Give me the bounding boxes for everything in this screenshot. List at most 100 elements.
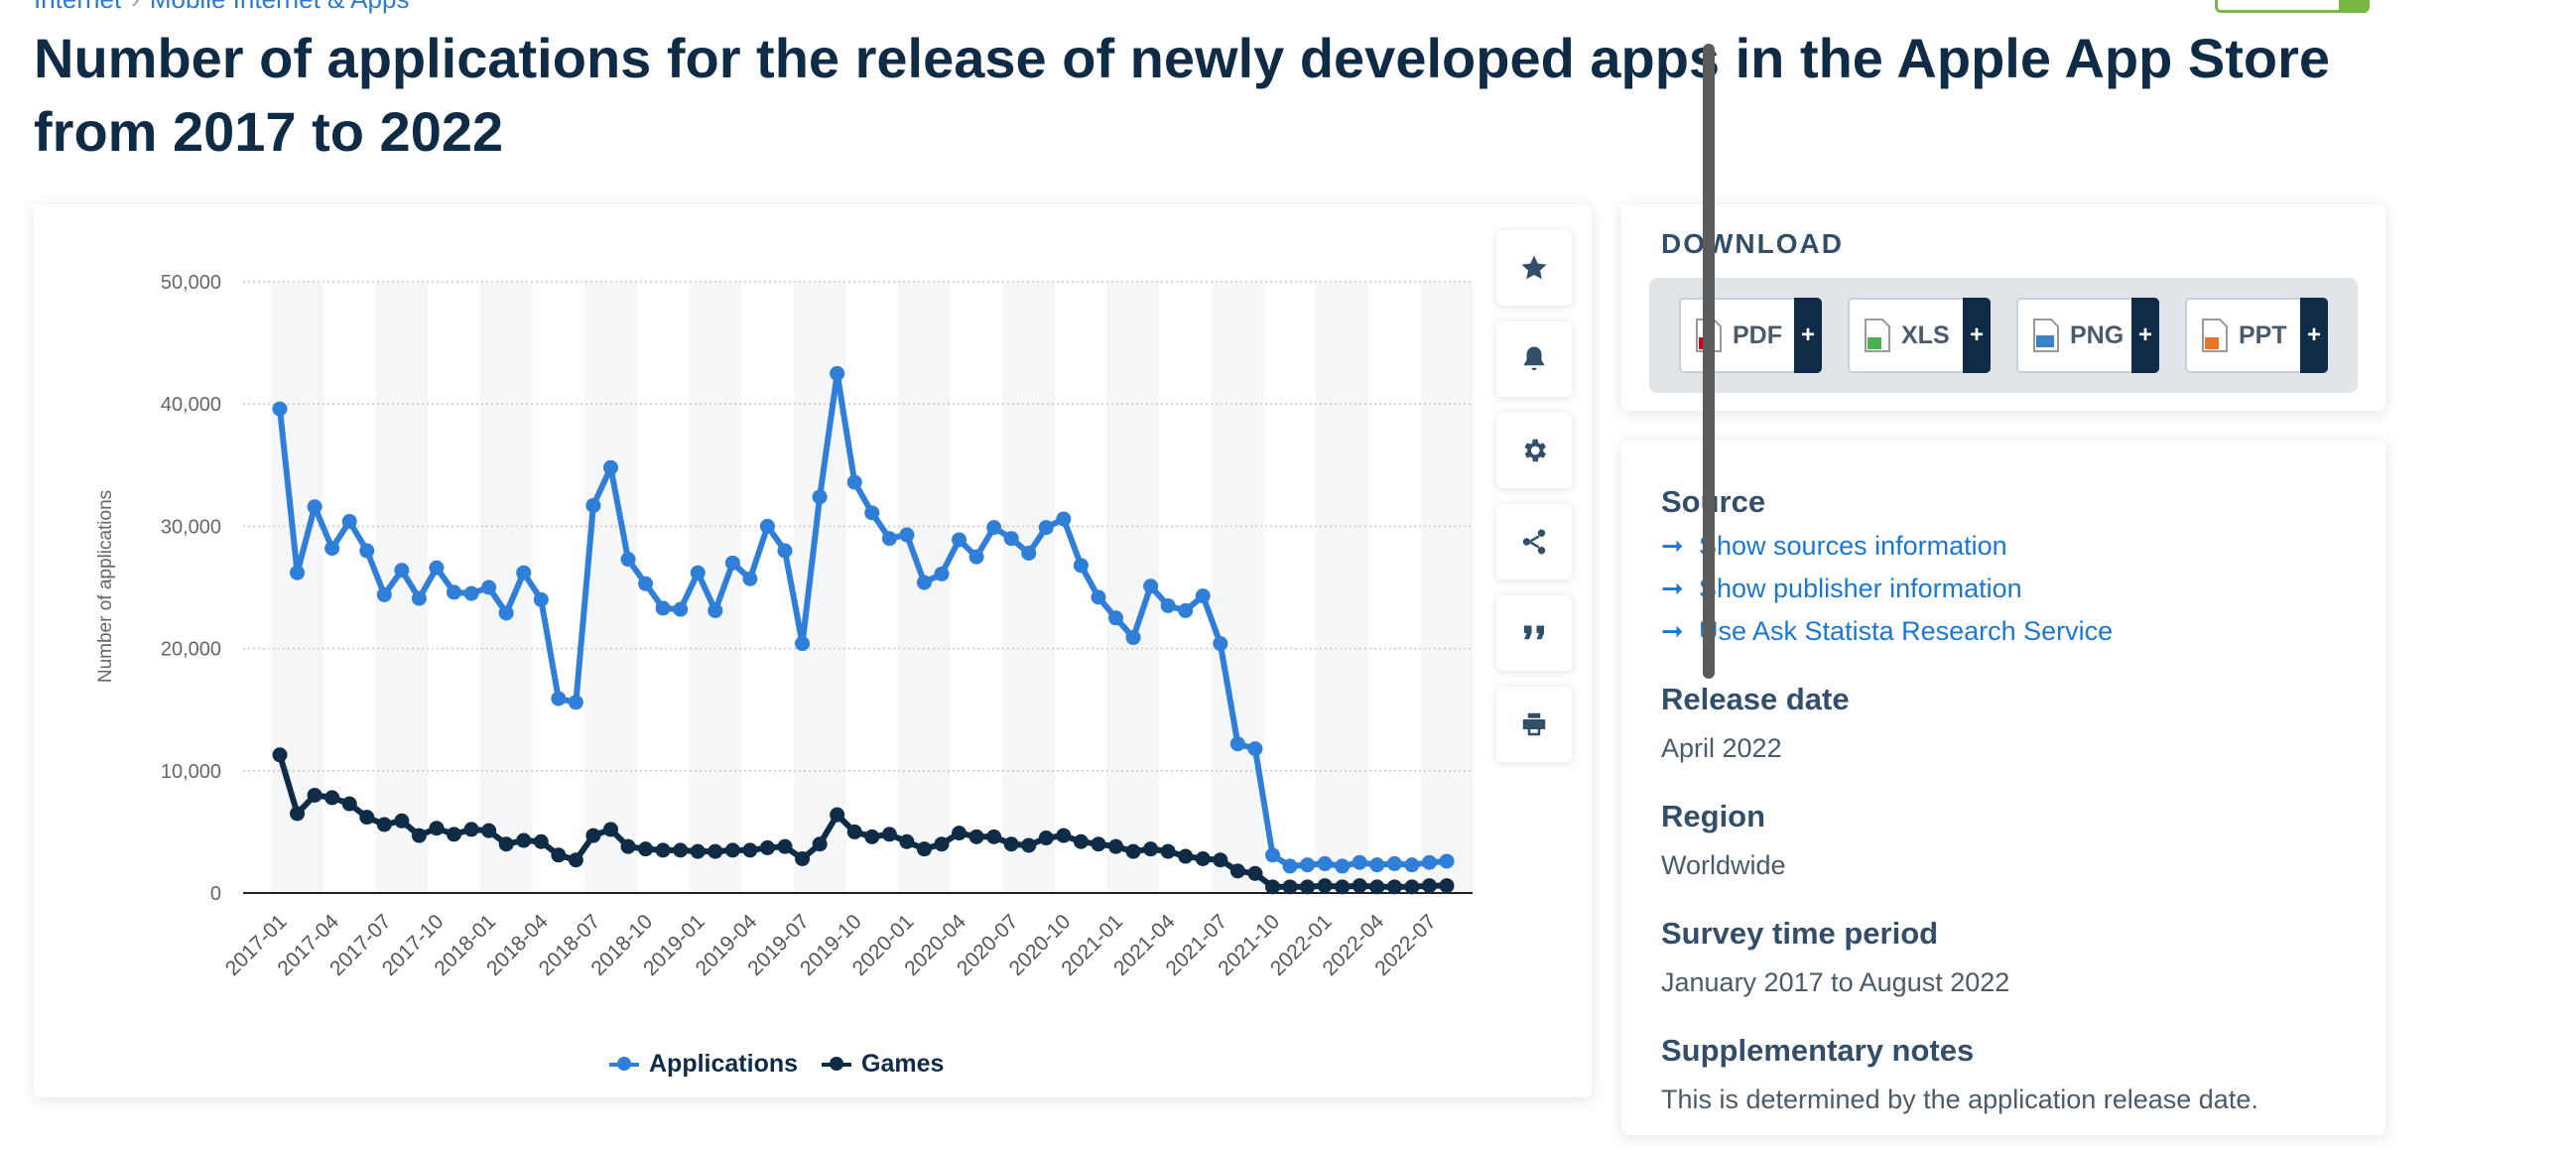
data-point-applications[interactable] <box>690 565 706 580</box>
data-point-applications[interactable] <box>411 590 427 606</box>
data-point-games[interactable] <box>986 829 1002 844</box>
data-point-games[interactable] <box>1056 828 1072 843</box>
data-point-applications[interactable] <box>1056 511 1072 527</box>
data-point-games[interactable] <box>359 810 375 826</box>
data-point-applications[interactable] <box>307 499 322 515</box>
data-point-applications[interactable] <box>1091 589 1106 605</box>
data-point-applications[interactable] <box>341 513 357 529</box>
data-point-games[interactable] <box>376 817 392 832</box>
show-publisher-link[interactable]: ➞ Show publisher information <box>1661 573 2316 605</box>
data-point-games[interactable] <box>742 842 758 858</box>
data-point-applications[interactable] <box>533 591 549 607</box>
data-point-games[interactable] <box>411 828 427 843</box>
data-point-games[interactable] <box>916 841 932 857</box>
favorite-button[interactable] <box>1496 230 1572 306</box>
data-point-games[interactable] <box>1213 852 1228 868</box>
data-point-applications[interactable] <box>830 365 845 381</box>
top-action-button[interactable] <box>2215 0 2370 13</box>
data-point-applications[interactable] <box>1213 636 1228 652</box>
data-point-games[interactable] <box>1264 879 1280 895</box>
data-point-applications[interactable] <box>463 585 479 601</box>
data-point-games[interactable] <box>1229 863 1245 879</box>
data-point-applications[interactable] <box>1439 853 1455 869</box>
data-point-applications[interactable] <box>916 575 932 590</box>
download-ppt-button[interactable]: PPT + <box>2185 298 2328 373</box>
data-point-applications[interactable] <box>673 601 689 617</box>
data-point-applications[interactable] <box>585 497 601 513</box>
data-point-games[interactable] <box>1125 843 1141 859</box>
data-point-games[interactable] <box>724 842 740 858</box>
data-point-applications[interactable] <box>1282 858 1298 874</box>
data-point-games[interactable] <box>1369 879 1385 895</box>
cite-button[interactable] <box>1496 595 1572 671</box>
data-point-applications[interactable] <box>429 560 445 575</box>
data-point-games[interactable] <box>1317 878 1333 894</box>
data-point-applications[interactable] <box>986 520 1002 536</box>
data-point-applications[interactable] <box>568 695 583 710</box>
data-point-applications[interactable] <box>1335 858 1351 874</box>
data-point-applications[interactable] <box>1038 520 1054 536</box>
data-point-applications[interactable] <box>1352 854 1367 870</box>
data-point-applications[interactable] <box>846 474 862 490</box>
share-button[interactable] <box>1496 504 1572 579</box>
data-point-games[interactable] <box>429 821 445 836</box>
data-point-games[interactable] <box>1073 833 1089 849</box>
data-point-games[interactable] <box>1421 878 1437 894</box>
data-point-games[interactable] <box>463 822 479 837</box>
data-point-applications[interactable] <box>516 565 532 580</box>
data-point-games[interactable] <box>1091 836 1106 852</box>
data-point-games[interactable] <box>1178 848 1194 864</box>
data-point-games[interactable] <box>1404 879 1420 895</box>
data-point-games[interactable] <box>1300 879 1316 895</box>
data-point-applications[interactable] <box>272 401 288 417</box>
data-point-games[interactable] <box>1352 878 1367 894</box>
download-xls-button[interactable]: XLS + <box>1848 298 1991 373</box>
data-point-games[interactable] <box>620 838 636 854</box>
data-point-games[interactable] <box>1143 841 1159 857</box>
data-point-applications[interactable] <box>376 586 392 602</box>
data-point-games[interactable] <box>1335 879 1351 895</box>
data-point-games[interactable] <box>864 829 880 844</box>
data-point-applications[interactable] <box>1003 531 1019 547</box>
data-point-games[interactable] <box>899 833 915 849</box>
data-point-applications[interactable] <box>394 563 410 578</box>
data-point-games[interactable] <box>290 806 306 822</box>
data-point-applications[interactable] <box>447 584 462 600</box>
download-pdf-button[interactable]: PDF + <box>1679 298 1822 373</box>
data-point-games[interactable] <box>1038 831 1054 846</box>
data-point-applications[interactable] <box>1125 630 1141 646</box>
data-point-applications[interactable] <box>795 636 811 652</box>
data-point-applications[interactable] <box>1143 578 1159 594</box>
data-point-games[interactable] <box>1021 837 1037 853</box>
data-point-games[interactable] <box>341 796 357 812</box>
data-point-games[interactable] <box>1247 865 1263 881</box>
data-point-applications[interactable] <box>812 489 828 505</box>
data-point-games[interactable] <box>1003 836 1019 852</box>
data-point-applications[interactable] <box>742 571 758 586</box>
data-point-games[interactable] <box>881 827 897 842</box>
data-point-applications[interactable] <box>724 555 740 571</box>
data-point-applications[interactable] <box>481 579 497 595</box>
data-point-games[interactable] <box>447 827 462 842</box>
legend-item-games[interactable]: Games <box>822 1050 944 1079</box>
data-point-games[interactable] <box>952 826 967 841</box>
data-point-applications[interactable] <box>655 600 671 616</box>
data-point-applications[interactable] <box>777 543 793 559</box>
data-point-games[interactable] <box>1282 879 1298 895</box>
data-point-applications[interactable] <box>1108 610 1124 626</box>
data-point-games[interactable] <box>968 829 984 844</box>
data-point-applications[interactable] <box>290 565 306 580</box>
data-point-games[interactable] <box>777 838 793 854</box>
data-point-games[interactable] <box>602 822 618 837</box>
data-point-applications[interactable] <box>1300 857 1316 873</box>
data-point-applications[interactable] <box>498 605 514 621</box>
data-point-games[interactable] <box>1439 878 1455 894</box>
data-point-games[interactable] <box>934 836 950 852</box>
notification-button[interactable] <box>1496 321 1572 397</box>
data-point-games[interactable] <box>1108 838 1124 854</box>
data-point-games[interactable] <box>551 847 567 863</box>
data-point-games[interactable] <box>655 842 671 858</box>
data-point-games[interactable] <box>846 824 862 839</box>
data-point-applications[interactable] <box>602 459 618 475</box>
data-point-games[interactable] <box>1160 843 1176 859</box>
